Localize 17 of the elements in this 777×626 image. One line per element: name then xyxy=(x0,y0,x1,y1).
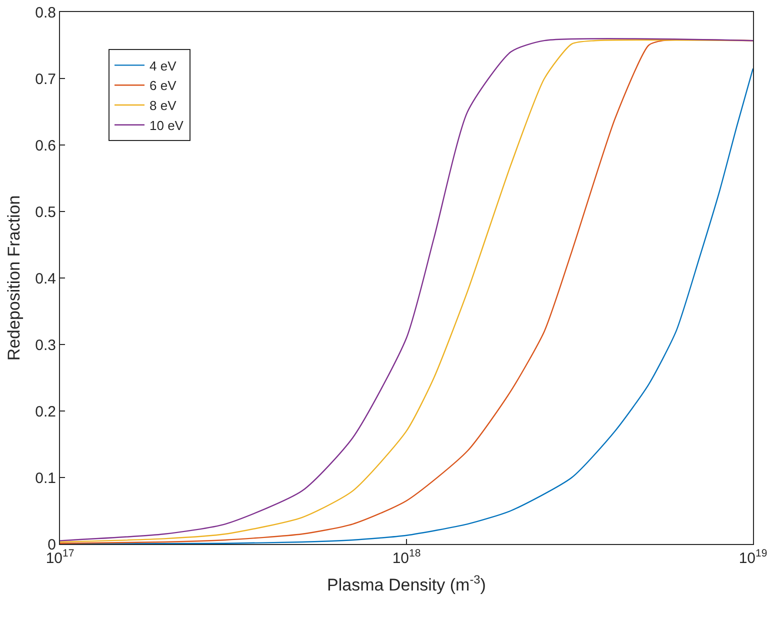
y-axis-title: Redeposition Fraction xyxy=(4,195,24,361)
y-tick-label: 0.2 xyxy=(35,403,56,420)
y-tick-label: 0 xyxy=(48,536,56,554)
y-tick-label: 0.4 xyxy=(35,270,56,288)
legend-label: 6 eV xyxy=(150,78,177,94)
x-tick-label: 10$^{18}$ xyxy=(392,548,421,567)
x-axis-title: Plasma Density (m$^{-3}$) xyxy=(327,572,486,594)
y-tick-label: 0.7 xyxy=(35,70,56,88)
legend-label: 8 eV xyxy=(150,98,177,114)
y-tick-label: 0.5 xyxy=(35,204,56,221)
legend-label: 4 eV xyxy=(150,58,177,74)
y-tick-label: 0.3 xyxy=(35,336,56,354)
legend-label: 10 eV xyxy=(150,118,184,133)
y-tick-label: 0.6 xyxy=(35,137,56,154)
x-tick-label: 10$^{19}$ xyxy=(738,548,768,567)
y-tick-label: 0.1 xyxy=(35,470,56,487)
y-tick-label: 0.8 xyxy=(35,4,56,22)
